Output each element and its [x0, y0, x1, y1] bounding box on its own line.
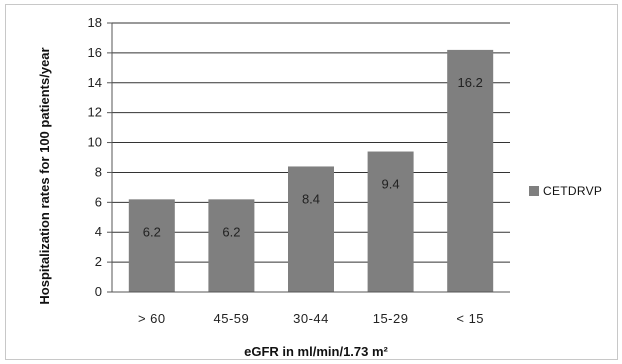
x-axis-title: eGFR in ml/min/1.73 m²	[244, 344, 388, 359]
x-tick-label: 30-44	[293, 311, 329, 326]
data-label: 16.2	[458, 75, 483, 90]
y-tick-label: 18	[88, 15, 102, 30]
y-axis-ticks: 0 2 4 6 8 10 12 14 16 18	[88, 15, 112, 299]
x-axis-categories: > 60 45-59 30-44 15-29 < 15	[138, 311, 484, 326]
data-label: 6.2	[222, 224, 240, 239]
gridlines	[112, 22, 510, 263]
data-label: 8.4	[302, 191, 320, 206]
y-tick-label: 8	[95, 164, 102, 179]
y-tick-label: 2	[95, 254, 102, 269]
bar	[367, 151, 414, 292]
data-label: 6.2	[143, 224, 161, 239]
y-tick-label: 0	[95, 284, 102, 299]
y-tick-label: 4	[95, 224, 102, 239]
data-label: 9.4	[382, 177, 400, 192]
y-tick-label: 14	[88, 75, 102, 90]
x-tick-label: 45-59	[214, 311, 250, 326]
y-tick-label: 16	[88, 45, 102, 60]
bar	[208, 199, 255, 292]
legend: CETDRVP	[529, 184, 602, 198]
bar	[447, 49, 494, 293]
bar	[128, 199, 175, 292]
y-axis-title: Hospitalization rates for 100 patients/y…	[37, 47, 52, 304]
bar	[288, 166, 334, 292]
x-tick-label: 15-29	[373, 311, 409, 326]
x-tick-label: < 15	[456, 311, 484, 326]
bars	[128, 49, 494, 293]
x-tick-label: > 60	[138, 311, 166, 326]
y-tick-label: 10	[88, 135, 102, 150]
data-labels: 6.2 6.2 8.4 9.4 16.2	[143, 75, 483, 239]
y-tick-label: 6	[95, 194, 102, 209]
y-tick-label: 12	[88, 105, 102, 120]
legend-label: CETDRVP	[543, 184, 602, 198]
legend-swatch	[529, 186, 539, 196]
